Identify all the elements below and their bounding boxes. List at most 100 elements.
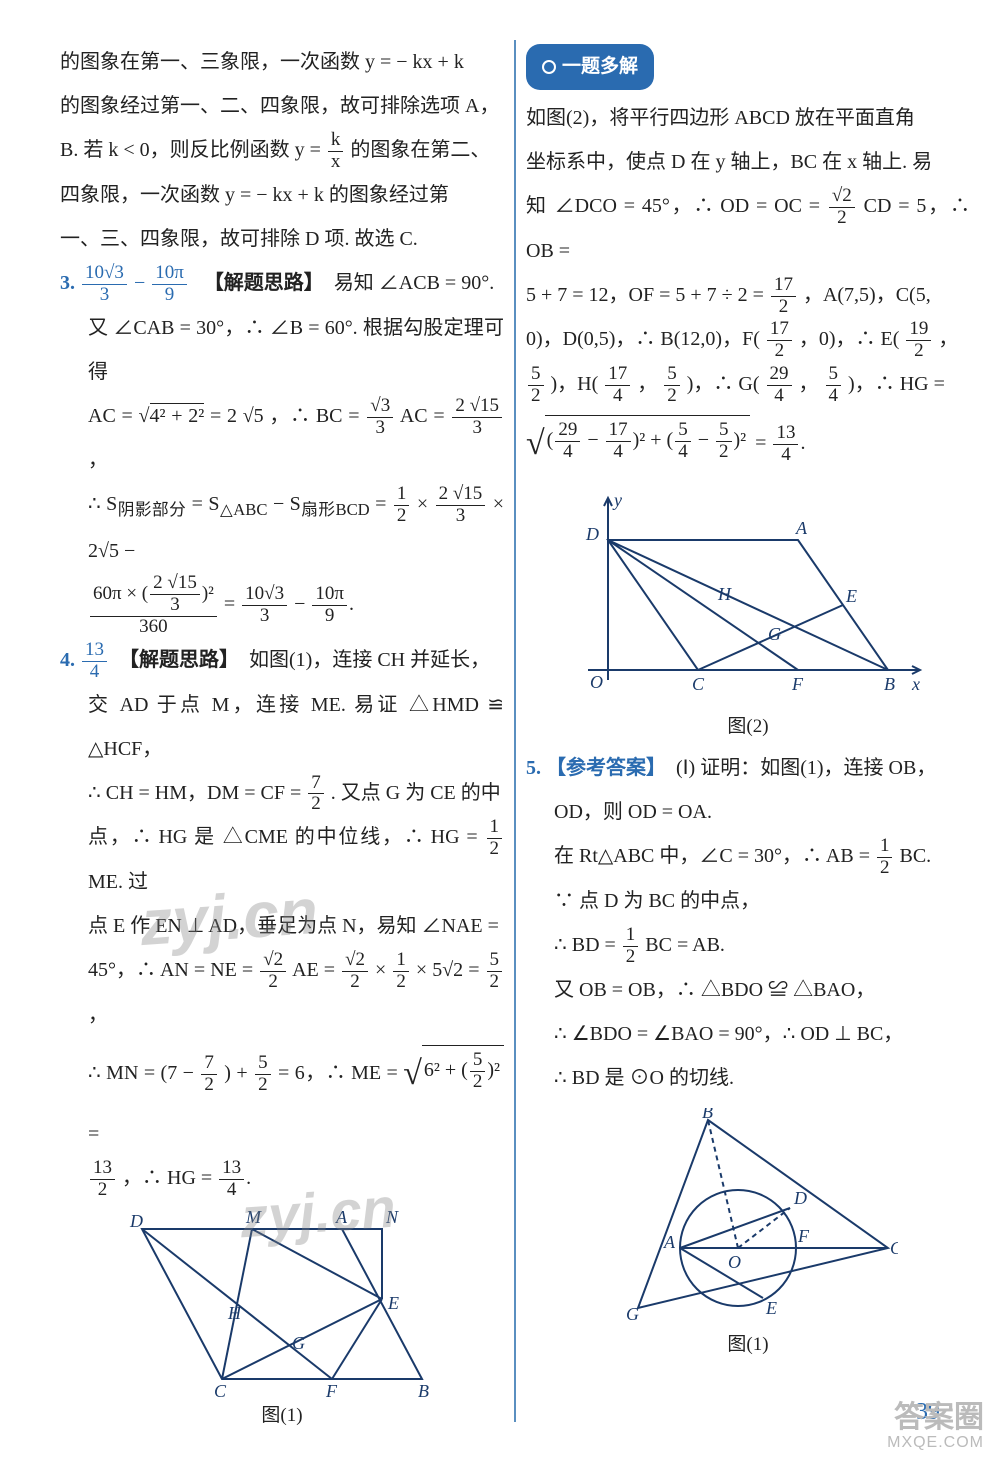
svg-text:A: A xyxy=(663,1232,676,1252)
figure-1-caption: 图(1) xyxy=(60,1403,504,1430)
text: ∴ CH = HM，DM = CF = xyxy=(88,782,306,804)
text: )，H( xyxy=(551,373,599,395)
text: = 6，∴ ME = xyxy=(278,1062,403,1084)
text: = xyxy=(88,1123,99,1145)
left-column: 的图象在第一、三象限，一次函数 y = − kx + k 的图象经过第一、二、四… xyxy=(60,40,504,1422)
text: AE = xyxy=(292,959,340,981)
text: × 5√2 = xyxy=(416,959,485,981)
text: 如图(1)，连接 CH 并延长， xyxy=(249,649,490,671)
equation: √(294 − 174)² + (54 − 52)² = 134. xyxy=(526,407,970,482)
text: = xyxy=(755,432,771,454)
svg-text:M: M xyxy=(245,1209,262,1227)
svg-text:C: C xyxy=(890,1238,898,1258)
text: 点，∴ HG 是 △CME 的中位线，∴ HG = xyxy=(88,826,485,848)
text: AC = xyxy=(88,405,139,427)
equation: ∴ MN = (7 − 72 ) + 52 = 6，∴ ME = √6² + (… xyxy=(60,1037,504,1156)
sub: 扇形BCD xyxy=(301,500,370,519)
big-fraction: 60π × (2 √153)² 360 xyxy=(90,573,217,638)
fraction: 172 xyxy=(767,319,792,362)
svg-text:D: D xyxy=(585,524,599,544)
equation: 在 Rt△ABC 中，∠C = 30°，∴ AB = 12 BC. xyxy=(526,834,970,879)
equation: 45°，∴ AN = NE = √22 AE = √22 × 12 × 5√2 … xyxy=(60,948,504,1037)
sqrt: √(294 − 174)² + (54 − 52)² xyxy=(526,407,750,482)
text: (Ⅰ) 证明：如图(1)，连接 OB， xyxy=(676,757,936,779)
item-number: 4. xyxy=(60,649,75,671)
text: = 2 √5 ，∴ BC = xyxy=(210,405,365,427)
sqrt: √4² + 2² xyxy=(139,403,205,427)
fraction: √33 xyxy=(367,396,393,439)
text: 又 ∠CAB = 30°，∴ ∠B = 60°. 根据勾股定理可得 xyxy=(60,306,504,394)
text: 易知 ∠ACB = 90°. xyxy=(334,272,494,294)
corner-title: 答案圈 xyxy=(887,1401,984,1434)
text: 60π × ( xyxy=(93,583,148,604)
text: 4² + 2² xyxy=(150,403,205,427)
svg-text:D: D xyxy=(129,1211,143,1231)
equation: 60π × (2 √153)² 360 = 10√33 − 10π9. xyxy=(60,573,504,638)
fraction: 12 xyxy=(623,925,639,968)
equation: ∴ CH = HM，DM = CF = 72 . 又点 G 为 CE 的中 xyxy=(60,771,504,816)
text: B. 若 k < 0，则反比例函数 y = kx 的图象在第二、 xyxy=(60,128,504,173)
fraction: 132 xyxy=(90,1158,115,1201)
text: 又 OB = OB，∴ △BDO ≌ △BAO， xyxy=(526,968,970,1012)
text: 的图象经过第一、二、四象限，故可排除选项 A， xyxy=(60,84,504,128)
fraction: 192 xyxy=(906,319,931,362)
fraction: 134 xyxy=(219,1158,244,1201)
fraction: 52 xyxy=(470,1050,486,1093)
svg-text:C: C xyxy=(214,1381,227,1399)
answer-frac: 10π9 xyxy=(152,263,187,306)
svg-text:G: G xyxy=(626,1304,639,1324)
minus: − xyxy=(134,272,150,294)
text: 如图(2)，将平行四边形 ABCD 放在平面直角 xyxy=(526,96,970,140)
fraction: 52 xyxy=(664,364,680,407)
equation: 点，∴ HG 是 △CME 的中位线，∴ HG = 12 ME. 过 xyxy=(60,815,504,904)
svg-text:E: E xyxy=(387,1293,399,1313)
text: ，0)，∴ E( xyxy=(799,328,900,350)
equation: 知 ∠DCO = 45°，∴ OD = OC = √22 CD = 5，∴ OB… xyxy=(526,184,970,273)
text: OD，则 OD = OA. xyxy=(526,790,970,834)
text: 的图象在第一、三象限，一次函数 y = − kx + k xyxy=(60,40,504,84)
corner-brand: 答案圈 MXQE.COM xyxy=(887,1401,984,1452)
text: AC = xyxy=(400,405,451,427)
fraction: 72 xyxy=(201,1053,217,1096)
text: 坐标系中，使点 D 在 y 轴上，BC 在 x 轴上. 易 xyxy=(526,140,970,184)
text: ∴ S xyxy=(88,493,117,515)
equation: ∴ S阴影部分 = S△ABC − S扇形BCD = 12 × 2 √153 ×… xyxy=(60,482,504,573)
fraction: 174 xyxy=(606,420,631,463)
q5-line1: 5. 【参考答案】 (Ⅰ) 证明：如图(1)，连接 OB， xyxy=(526,746,970,790)
text: 0)，D(0,5)，∴ B(12,0)，F( xyxy=(526,328,760,350)
text: ∴ BD = xyxy=(554,934,621,956)
fraction: √22 xyxy=(829,186,855,229)
fraction: 134 xyxy=(773,423,798,466)
text: )² xyxy=(202,583,214,604)
fraction: 294 xyxy=(555,420,580,463)
svg-text:x: x xyxy=(911,674,920,694)
dot-icon xyxy=(542,60,556,74)
text: )² xyxy=(487,1059,500,1081)
fraction: 72 xyxy=(308,773,324,816)
fraction: 294 xyxy=(767,364,792,407)
text: BC = AB. xyxy=(645,934,725,956)
svg-text:B: B xyxy=(884,674,895,694)
fraction: 2 √153 xyxy=(452,396,502,439)
fraction: 2 √153 xyxy=(150,573,200,616)
fraction: 52 xyxy=(716,420,732,463)
corner-url: MXQE.COM xyxy=(887,1434,984,1452)
text: 360 xyxy=(90,616,217,638)
svg-text:A: A xyxy=(795,518,808,538)
svg-text:H: H xyxy=(717,584,732,604)
fraction: √22 xyxy=(342,950,368,993)
q4-line1: 4. 134 【解题思路】 如图(1)，连接 CH 并延长， xyxy=(60,638,504,683)
column-divider xyxy=(514,40,516,1422)
fraction: 10√33 xyxy=(242,584,287,627)
hint-label: 【解题思路】 xyxy=(204,272,324,294)
method-tag: 一题多解 xyxy=(526,44,654,90)
text: ， xyxy=(637,373,657,395)
text: ，∴ HG = xyxy=(122,1167,217,1189)
fraction: 12 xyxy=(487,817,503,860)
page-columns: 的图象在第一、三象限，一次函数 y = − kx + k 的图象经过第一、二、四… xyxy=(60,40,970,1422)
figure-2-caption: 图(2) xyxy=(526,714,970,741)
fraction: 52 xyxy=(528,364,544,407)
text: ) + xyxy=(224,1062,253,1084)
text: 点 E 作 EN ⊥ AD，垂足为点 N，易知 ∠NAE = xyxy=(60,904,504,948)
text: ， xyxy=(799,373,819,395)
